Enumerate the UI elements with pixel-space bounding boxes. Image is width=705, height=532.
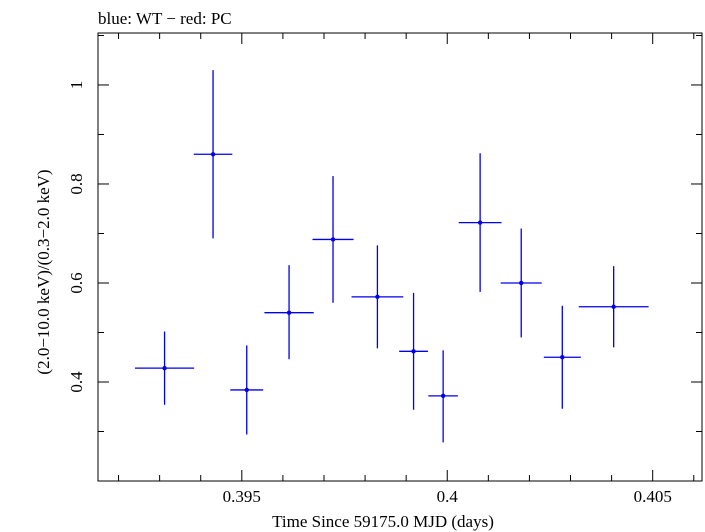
plot-frame	[97, 32, 703, 482]
data-marker	[411, 349, 416, 354]
data-marker	[330, 237, 336, 242]
data-marker	[375, 294, 380, 300]
data-point	[543, 305, 581, 409]
data-marker	[162, 365, 167, 371]
data-marker	[440, 393, 446, 399]
data-point	[458, 153, 502, 292]
x-tick-label: 0.395	[223, 487, 261, 506]
y-tick-label: 0.6	[67, 272, 86, 293]
y-tick-label: 0.8	[67, 173, 86, 194]
data-points	[134, 70, 649, 443]
data-point	[312, 176, 354, 303]
x-tick-label: 0.405	[634, 487, 672, 506]
y-axis-label: (2.0−10.0 keV)/(0.3−2.0 keV)	[34, 169, 53, 374]
y-tick-label: 0.4	[67, 371, 86, 393]
x-tick-label: 0.4	[437, 487, 459, 506]
data-marker	[477, 220, 483, 225]
x-axis-label: Time Since 59175.0 MJD (days)	[272, 512, 494, 531]
data-point	[428, 350, 458, 443]
data-marker	[210, 152, 216, 157]
data-marker	[611, 304, 616, 309]
data-marker	[244, 387, 249, 393]
data-marker	[519, 280, 524, 286]
data-marker	[286, 310, 292, 315]
data-point	[134, 331, 195, 405]
data-point	[500, 228, 542, 338]
data-point	[578, 266, 649, 348]
axis-ticks	[98, 33, 702, 482]
axis-tick-labels: 0.4 0.6 0.8 1 0.395 0.4 0.405	[67, 81, 672, 506]
data-point	[264, 265, 314, 360]
data-point	[399, 292, 428, 410]
chart-title: blue: WT − red: PC	[98, 9, 232, 28]
data-marker	[560, 355, 565, 360]
data-point	[230, 345, 264, 435]
data-point	[193, 70, 233, 239]
data-point	[351, 245, 404, 349]
y-tick-label: 1	[67, 81, 86, 90]
